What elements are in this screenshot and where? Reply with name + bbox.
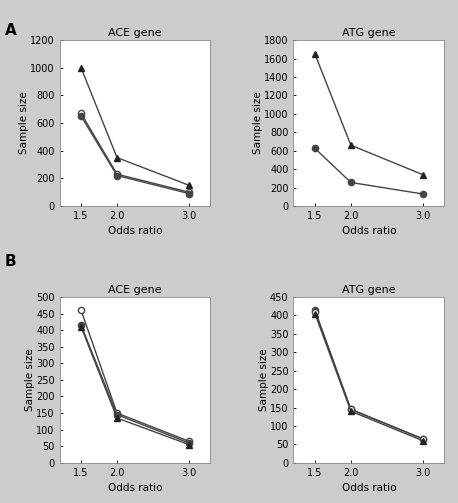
X-axis label: Odds ratio: Odds ratio [108,483,162,493]
Title: ATG gene: ATG gene [342,285,396,295]
X-axis label: Odds ratio: Odds ratio [342,483,396,493]
X-axis label: Odds ratio: Odds ratio [342,226,396,236]
X-axis label: Odds ratio: Odds ratio [108,226,162,236]
Y-axis label: Sample size: Sample size [19,92,29,154]
Text: B: B [5,254,16,269]
Title: ATG gene: ATG gene [342,28,396,38]
Y-axis label: Sample size: Sample size [25,349,35,411]
Title: ACE gene: ACE gene [108,28,162,38]
Title: ACE gene: ACE gene [108,285,162,295]
Y-axis label: Sample size: Sample size [258,349,268,411]
Y-axis label: Sample size: Sample size [252,92,262,154]
Text: A: A [5,23,16,38]
